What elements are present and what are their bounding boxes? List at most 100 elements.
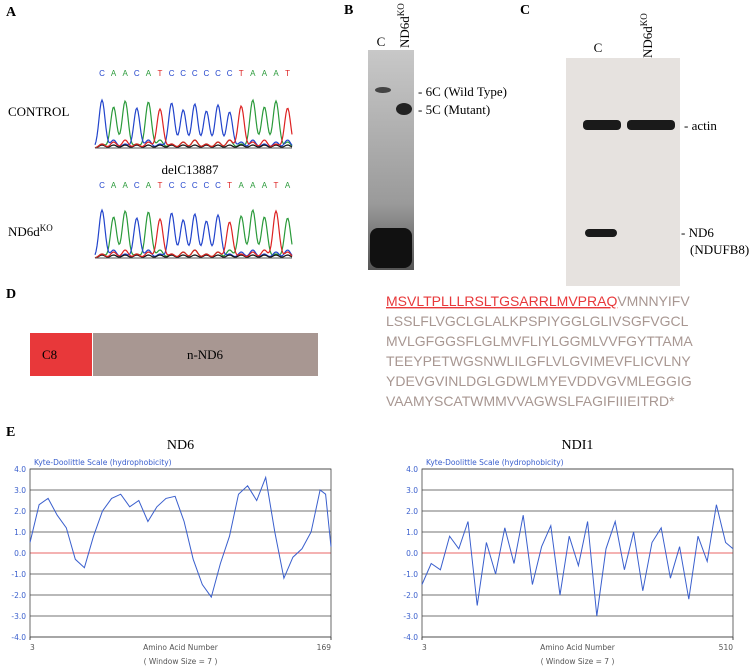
- x-tick-label: 3: [30, 643, 35, 652]
- y-tick-label: -2.0: [403, 591, 418, 600]
- lane-label: ND6dKO: [396, 3, 412, 48]
- x-axis-label: Amino Acid Number: [143, 643, 219, 652]
- trace: [94, 98, 293, 148]
- y-tick-label: 0.0: [406, 549, 418, 558]
- lane-label: C: [594, 40, 603, 55]
- base-call: A: [250, 181, 256, 190]
- trace: [94, 208, 293, 258]
- trace: [94, 104, 293, 149]
- base-call: C: [180, 69, 186, 78]
- base-call: A: [239, 181, 245, 190]
- base-call: A: [111, 69, 117, 78]
- base-call: A: [262, 69, 268, 78]
- sequence-line: VAAMYSCATWMMVVAGWSLFAGIFIIIEITRD*: [386, 393, 675, 409]
- base-call: A: [111, 181, 117, 190]
- sequence: MSVLTPLLLRSLTGSARRLMVPRAQVMNNYIFV LSSLFLV…: [386, 293, 693, 409]
- y-tick-label: 2.0: [14, 507, 26, 516]
- sup: KO: [40, 223, 53, 233]
- domain-box: [93, 333, 318, 376]
- box-label: n-ND6: [187, 347, 224, 362]
- base-call: C: [134, 181, 140, 190]
- panel-label: E: [6, 425, 15, 440]
- y-tick-label: 4.0: [406, 465, 418, 474]
- y-tick-label: 2.0: [406, 507, 418, 516]
- name: ND6d: [640, 26, 655, 58]
- name: ND6d: [8, 224, 40, 239]
- sequence-line: MVLGFGGSFLGLMVFLIYLGGMLVVFGYTTAMA: [386, 333, 693, 349]
- scale-label: Kyte-Doolittle Scale (hydrophobicity): [426, 458, 564, 467]
- band-label: - 6C (Wild Type): [418, 84, 507, 99]
- row-label: CONTROL: [8, 104, 69, 119]
- y-tick-label: 3.0: [14, 486, 26, 495]
- panel-label: D: [6, 287, 16, 302]
- base-call: A: [273, 69, 279, 78]
- base-call: C: [215, 181, 221, 190]
- base-call: C: [169, 181, 175, 190]
- sequence-line: LSSLFLVGCLGLALKPSPIYGGLGLIVSGFVGCL: [386, 313, 689, 329]
- hydropathy-line: [29, 475, 332, 599]
- chromatograms: C A A C A T C C C C C C T A A A TC A A C A T C C C C C T A A A T A: [94, 69, 293, 259]
- sequence-line: MSVLTPLLLRSLTGSARRLMVPRAQVMNNYIFV: [386, 293, 690, 309]
- base-call: A: [146, 181, 152, 190]
- y-tick-label: -2.0: [11, 591, 26, 600]
- sup: KO: [639, 13, 649, 26]
- y-tick-label: -4.0: [11, 633, 26, 642]
- gel-band: [370, 228, 412, 268]
- y-tick-label: 4.0: [14, 465, 26, 474]
- base-call: C: [204, 181, 210, 190]
- x-tick-label: 169: [317, 643, 332, 652]
- gel: [566, 58, 680, 286]
- hydropathy-plots: ND6 Kyte-Doolittle Scale (hydrophobicity)…: [11, 438, 734, 666]
- base-call: A: [262, 181, 268, 190]
- trace: [94, 209, 293, 259]
- plot-frame: [421, 468, 734, 638]
- band-label: (NDUFB8): [690, 242, 749, 257]
- panel-label: C: [520, 3, 530, 18]
- hydropathy-line: [421, 504, 734, 617]
- panel-label: A: [6, 5, 17, 20]
- plot-frame: [29, 468, 332, 638]
- y-tick-label: -3.0: [403, 612, 418, 621]
- name: ND6d: [397, 16, 412, 48]
- lane-label: ND6dKO: [639, 13, 655, 58]
- base-call: T: [274, 181, 279, 190]
- domain-box: [30, 333, 92, 376]
- row-label: ND6dKO: [8, 223, 53, 239]
- sequence-line: TEEYPETWGSNWLILGFLVLGVIMEVFLICVLNY: [386, 353, 691, 369]
- signal-sequence: MSVLTPLLLRSLTGSARRLMVPRAQ: [386, 293, 617, 309]
- base-call: C: [192, 181, 198, 190]
- base-call: A: [146, 69, 152, 78]
- plot-title: NDI1: [562, 438, 594, 453]
- gel-band: [627, 120, 675, 130]
- band-label: - 5C (Mutant): [418, 102, 490, 117]
- base-call: C: [227, 69, 233, 78]
- sequence-part: VMNNYIFV: [617, 293, 690, 309]
- gel-band: [396, 103, 412, 115]
- base-call: T: [239, 69, 244, 78]
- x-tick-label: 3: [422, 643, 427, 652]
- gel-band: [585, 229, 617, 237]
- window-note: ( Window Size = 7 ): [144, 657, 218, 666]
- base-call: C: [169, 69, 175, 78]
- scale-label: Kyte-Doolittle Scale (hydrophobicity): [34, 458, 172, 467]
- plot-title: ND6: [167, 438, 194, 453]
- y-tick-label: -1.0: [11, 570, 26, 579]
- base-call: A: [250, 69, 256, 78]
- lane-label: C: [377, 34, 386, 49]
- sequence-line: YDEVGVINLDGLGDWLMYEVDDVGVMLEGGIG: [386, 373, 692, 389]
- base-call: T: [285, 69, 290, 78]
- band-label: - ND6: [681, 225, 714, 240]
- x-axis-label: Amino Acid Number: [540, 643, 616, 652]
- sup: KO: [396, 3, 406, 16]
- y-tick-label: -4.0: [403, 633, 418, 642]
- base-call: A: [123, 181, 129, 190]
- window-note: ( Window Size = 7 ): [541, 657, 615, 666]
- x-tick-label: 510: [719, 643, 734, 652]
- y-tick-label: 1.0: [406, 528, 418, 537]
- gel-band: [583, 120, 621, 130]
- base-call: C: [204, 69, 210, 78]
- base-call: A: [285, 181, 291, 190]
- base-call: C: [180, 181, 186, 190]
- base-call: C: [99, 181, 105, 190]
